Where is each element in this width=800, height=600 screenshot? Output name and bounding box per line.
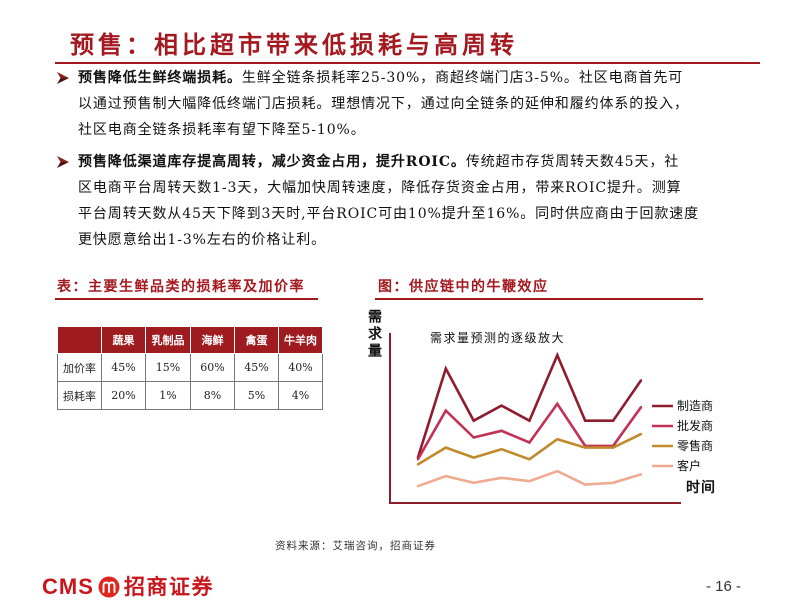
data-point: [444, 367, 447, 370]
data-point: [472, 419, 475, 422]
table-cell: 4%: [278, 381, 323, 410]
legend-label: 零售商: [677, 438, 713, 453]
bullet-line-text: 传统超市存货周转天数45天，社: [465, 154, 680, 170]
cms-emblem-icon: [98, 576, 120, 598]
bullet-line: 更快愿意给出1-3%左右的价格让利。: [78, 232, 327, 248]
table-row-label: 加价率: [57, 353, 102, 382]
data-point: [444, 446, 447, 449]
table-cell: 45%: [101, 353, 146, 382]
table-caption: 表：主要生鲜品类的损耗率及加价率: [57, 279, 305, 295]
table-header-cell: 牛羊肉: [278, 326, 323, 354]
bullet-line: 预售降低生鲜终端损耗。生鲜全链条损耗率25-30%，商超终端门店3-5%。社区电…: [78, 65, 689, 91]
chart-annotation: 需求量预测的逐级放大: [430, 331, 566, 345]
loss-markup-table: 蔬果 乳制品 海鲜 禽蛋 牛羊肉 加价率 45% 15% 60% 45% 40%…: [57, 326, 323, 410]
table-cell: 40%: [278, 353, 323, 382]
title-divider: [55, 62, 760, 64]
table-cell: 8%: [190, 381, 235, 410]
data-point: [556, 469, 559, 473]
data-point: [528, 458, 531, 461]
bullet-line: 区电商平台周转天数1-3天，大幅加快周转速度，降低存货资金占用，带来ROIC提升…: [78, 180, 682, 196]
data-point: [416, 463, 420, 466]
table-header-cell: 海鲜: [190, 326, 235, 354]
table-cell: 20%: [101, 381, 146, 410]
table-cell: 5%: [234, 381, 279, 410]
bullet-line: 以通过预售制大幅降低终端门店损耗。理想情况下，通过向全链条的延伸和履约体系的投入…: [78, 96, 689, 112]
y-axis-label: 需求量: [366, 309, 382, 360]
table-header-cell: 禽蛋: [234, 326, 279, 354]
bullet-heading: 预售降低生鲜终端损耗。: [78, 70, 242, 86]
data-point: [500, 448, 503, 451]
legend-label: 客户: [677, 458, 701, 473]
table-row: 损耗率 20% 1% 8% 5% 4%: [57, 381, 323, 410]
data-point: [639, 473, 643, 476]
table-row-label: 损耗率: [57, 381, 102, 410]
table-header-cell: 蔬果: [101, 326, 146, 354]
data-point: [639, 432, 643, 436]
data-point: [584, 446, 587, 449]
chart-caption: 图：供应链中的牛鞭效应: [378, 279, 549, 295]
series-line-4: [417, 469, 642, 488]
plot-series: [416, 351, 643, 488]
table-caption-divider: [55, 298, 318, 300]
table-cell: 1%: [145, 381, 191, 410]
data-point: [444, 474, 447, 478]
slide-title: 预售：相比超市带来低损耗与高周转: [70, 30, 518, 59]
page-number: - 16 -: [706, 578, 742, 595]
table-header-cell: 乳制品: [145, 326, 191, 354]
bullet-line: 平台周转天数从45天下降到3天时,平台ROIC可由10%提升至16%。同时供应商…: [78, 206, 700, 222]
table-cell: 15%: [145, 353, 191, 382]
data-point: [528, 441, 531, 444]
legend-label: 制造商: [677, 398, 713, 413]
data-point: [639, 379, 643, 382]
data-point: [556, 438, 559, 441]
arrow-bullet-icon: [57, 156, 69, 168]
data-point: [500, 476, 503, 479]
table-row: 加价率 45% 15% 60% 45% 40%: [57, 353, 323, 382]
data-point: [584, 419, 587, 422]
data-point: [416, 458, 420, 461]
data-point: [528, 480, 531, 483]
table-cell: 60%: [190, 353, 235, 382]
chart-caption-divider: [375, 298, 703, 300]
data-point: [556, 354, 559, 357]
table-cell: 45%: [234, 353, 279, 382]
bullet-heading: 预售降低渠道库存提高周转，减少资金占用，提升ROIC。: [78, 154, 466, 170]
data-point: [556, 402, 559, 406]
data-point: [611, 481, 615, 484]
data-point: [444, 409, 447, 412]
series-line-2: [416, 401, 643, 460]
data-point: [584, 483, 587, 486]
data-point: [472, 436, 475, 439]
data-point: [500, 429, 503, 432]
data-point: [500, 404, 503, 407]
data-point: [611, 446, 615, 449]
data-point: [528, 419, 531, 422]
bullet-line-text: 生鲜全链条损耗率25-30%，商超终端门店3-5%。社区电商首先可: [241, 70, 684, 86]
x-axis-label: 时间: [686, 480, 716, 496]
brand-logo-text: CMS: [42, 574, 94, 599]
bullet-text: 预售降低生鲜终端损耗。生鲜全链条损耗率25-30%，商超终端门店3-5%。社区电…: [78, 65, 689, 143]
data-point: [416, 485, 420, 488]
table-header-cell: [57, 326, 102, 354]
legend-label: 批发商: [677, 418, 713, 433]
data-point: [639, 406, 643, 409]
data-point: [472, 481, 475, 484]
table-header-row: 蔬果 乳制品 海鲜 禽蛋 牛羊肉: [57, 326, 323, 354]
data-point: [611, 419, 615, 422]
brand-company-name: 招商证券: [124, 574, 214, 599]
source-note: 资料来源：艾瑞咨询，招商证券: [275, 540, 436, 552]
bullet-line: 社区电商全链条损耗率有望下降至5-10%。: [78, 122, 366, 138]
bullet-text: 预售降低渠道库存提高周转，减少资金占用，提升ROIC。传统超市存货周转天数45天…: [78, 149, 699, 253]
data-point: [472, 456, 475, 459]
bullet-line: 预售降低渠道库存提高周转，减少资金占用，提升ROIC。传统超市存货周转天数45天…: [78, 149, 699, 175]
arrow-bullet-icon: [57, 72, 69, 84]
